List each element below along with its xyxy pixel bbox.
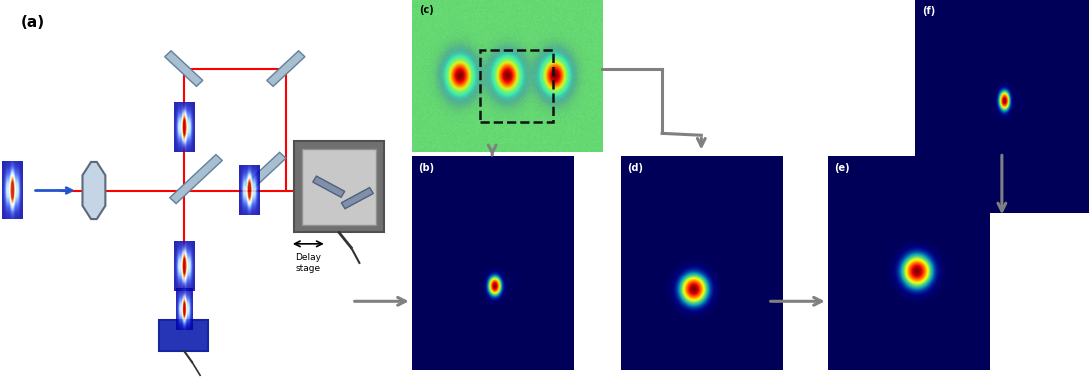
Text: (d): (d) [627, 163, 644, 173]
Polygon shape [164, 51, 203, 86]
Polygon shape [245, 152, 286, 190]
Text: (b): (b) [418, 163, 435, 173]
Text: (e): (e) [834, 163, 849, 173]
Bar [303, 149, 376, 225]
Text: Delay
stage: Delay stage [295, 253, 321, 273]
Text: (c): (c) [419, 5, 435, 14]
Text: (a): (a) [21, 15, 45, 30]
Polygon shape [313, 176, 345, 197]
Bar [294, 141, 384, 232]
Polygon shape [83, 162, 106, 219]
Bar [480, 50, 553, 122]
Polygon shape [170, 155, 222, 203]
Bar [159, 320, 208, 351]
Polygon shape [341, 187, 374, 209]
Text: (f): (f) [921, 6, 935, 16]
Polygon shape [267, 51, 305, 86]
